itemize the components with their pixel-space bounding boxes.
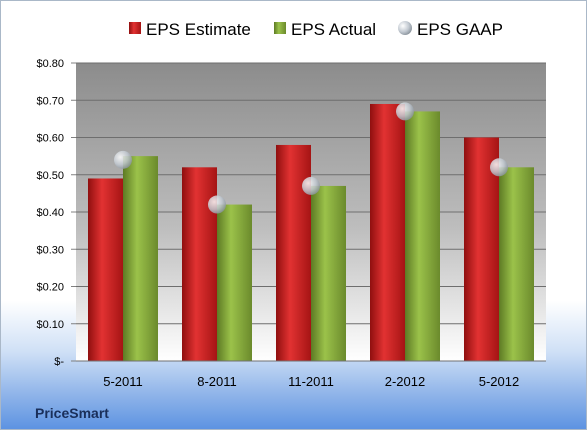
gaap-points (114, 102, 508, 214)
legend-item-actual: EPS Actual (274, 20, 376, 39)
company-label: PriceSmart (35, 405, 109, 421)
x-category-label: 5-2012 (479, 374, 519, 389)
y-tick-label: $0.40 (36, 207, 64, 219)
legend: EPS Estimate EPS Actual EPS GAAP (129, 20, 503, 39)
bar-eps-actual (123, 156, 158, 361)
legend-item-estimate: EPS Estimate (129, 20, 251, 39)
y-tick-label: $0.70 (36, 95, 64, 107)
bar-eps-estimate (464, 137, 499, 361)
bar-eps-actual (217, 204, 252, 361)
y-tick-label: $0.10 (36, 319, 64, 331)
x-category-label: 8-2011 (197, 374, 237, 389)
bar-eps-estimate (88, 178, 123, 361)
bar-eps-estimate (182, 167, 217, 361)
legend-label-gaap: EPS GAAP (417, 20, 503, 39)
x-category-label: 2-2012 (385, 374, 425, 389)
point-eps-gaap (396, 102, 414, 121)
point-eps-gaap (302, 176, 320, 195)
y-tick-label: $0.80 (36, 58, 64, 70)
bar-eps-estimate (370, 103, 405, 361)
bar-eps-actual (499, 167, 534, 361)
x-axis-labels: 5-2011 8-2011 11-2011 2-2012 5-2012 (103, 374, 519, 389)
y-tick-label: $0.30 (36, 244, 64, 256)
bar-eps-estimate (276, 144, 311, 361)
legend-item-gaap: EPS GAAP (398, 20, 503, 39)
bar-eps-actual (405, 111, 440, 361)
point-eps-gaap (114, 150, 132, 169)
legend-swatch-gaap (398, 21, 412, 35)
y-tick-label: $0.20 (36, 282, 64, 294)
legend-label-actual: EPS Actual (291, 20, 376, 39)
point-eps-gaap (490, 158, 508, 177)
point-eps-gaap (208, 195, 226, 214)
y-tick-label: $0.60 (36, 133, 64, 145)
legend-swatch-estimate (129, 22, 141, 34)
y-axis-ticks: $- $0.10 $0.20 $0.30 $0.40 $0.50 $0.60 $0.70 $0.… (36, 58, 76, 368)
bars (88, 103, 534, 361)
y-tick-label: $0.50 (36, 170, 64, 182)
x-category-label: 11-2011 (288, 374, 334, 389)
x-category-label: 5-2011 (103, 374, 143, 389)
y-tick-label: $- (54, 356, 64, 368)
legend-label-estimate: EPS Estimate (146, 20, 251, 39)
bar-eps-actual (311, 185, 346, 361)
legend-swatch-actual (274, 22, 286, 34)
